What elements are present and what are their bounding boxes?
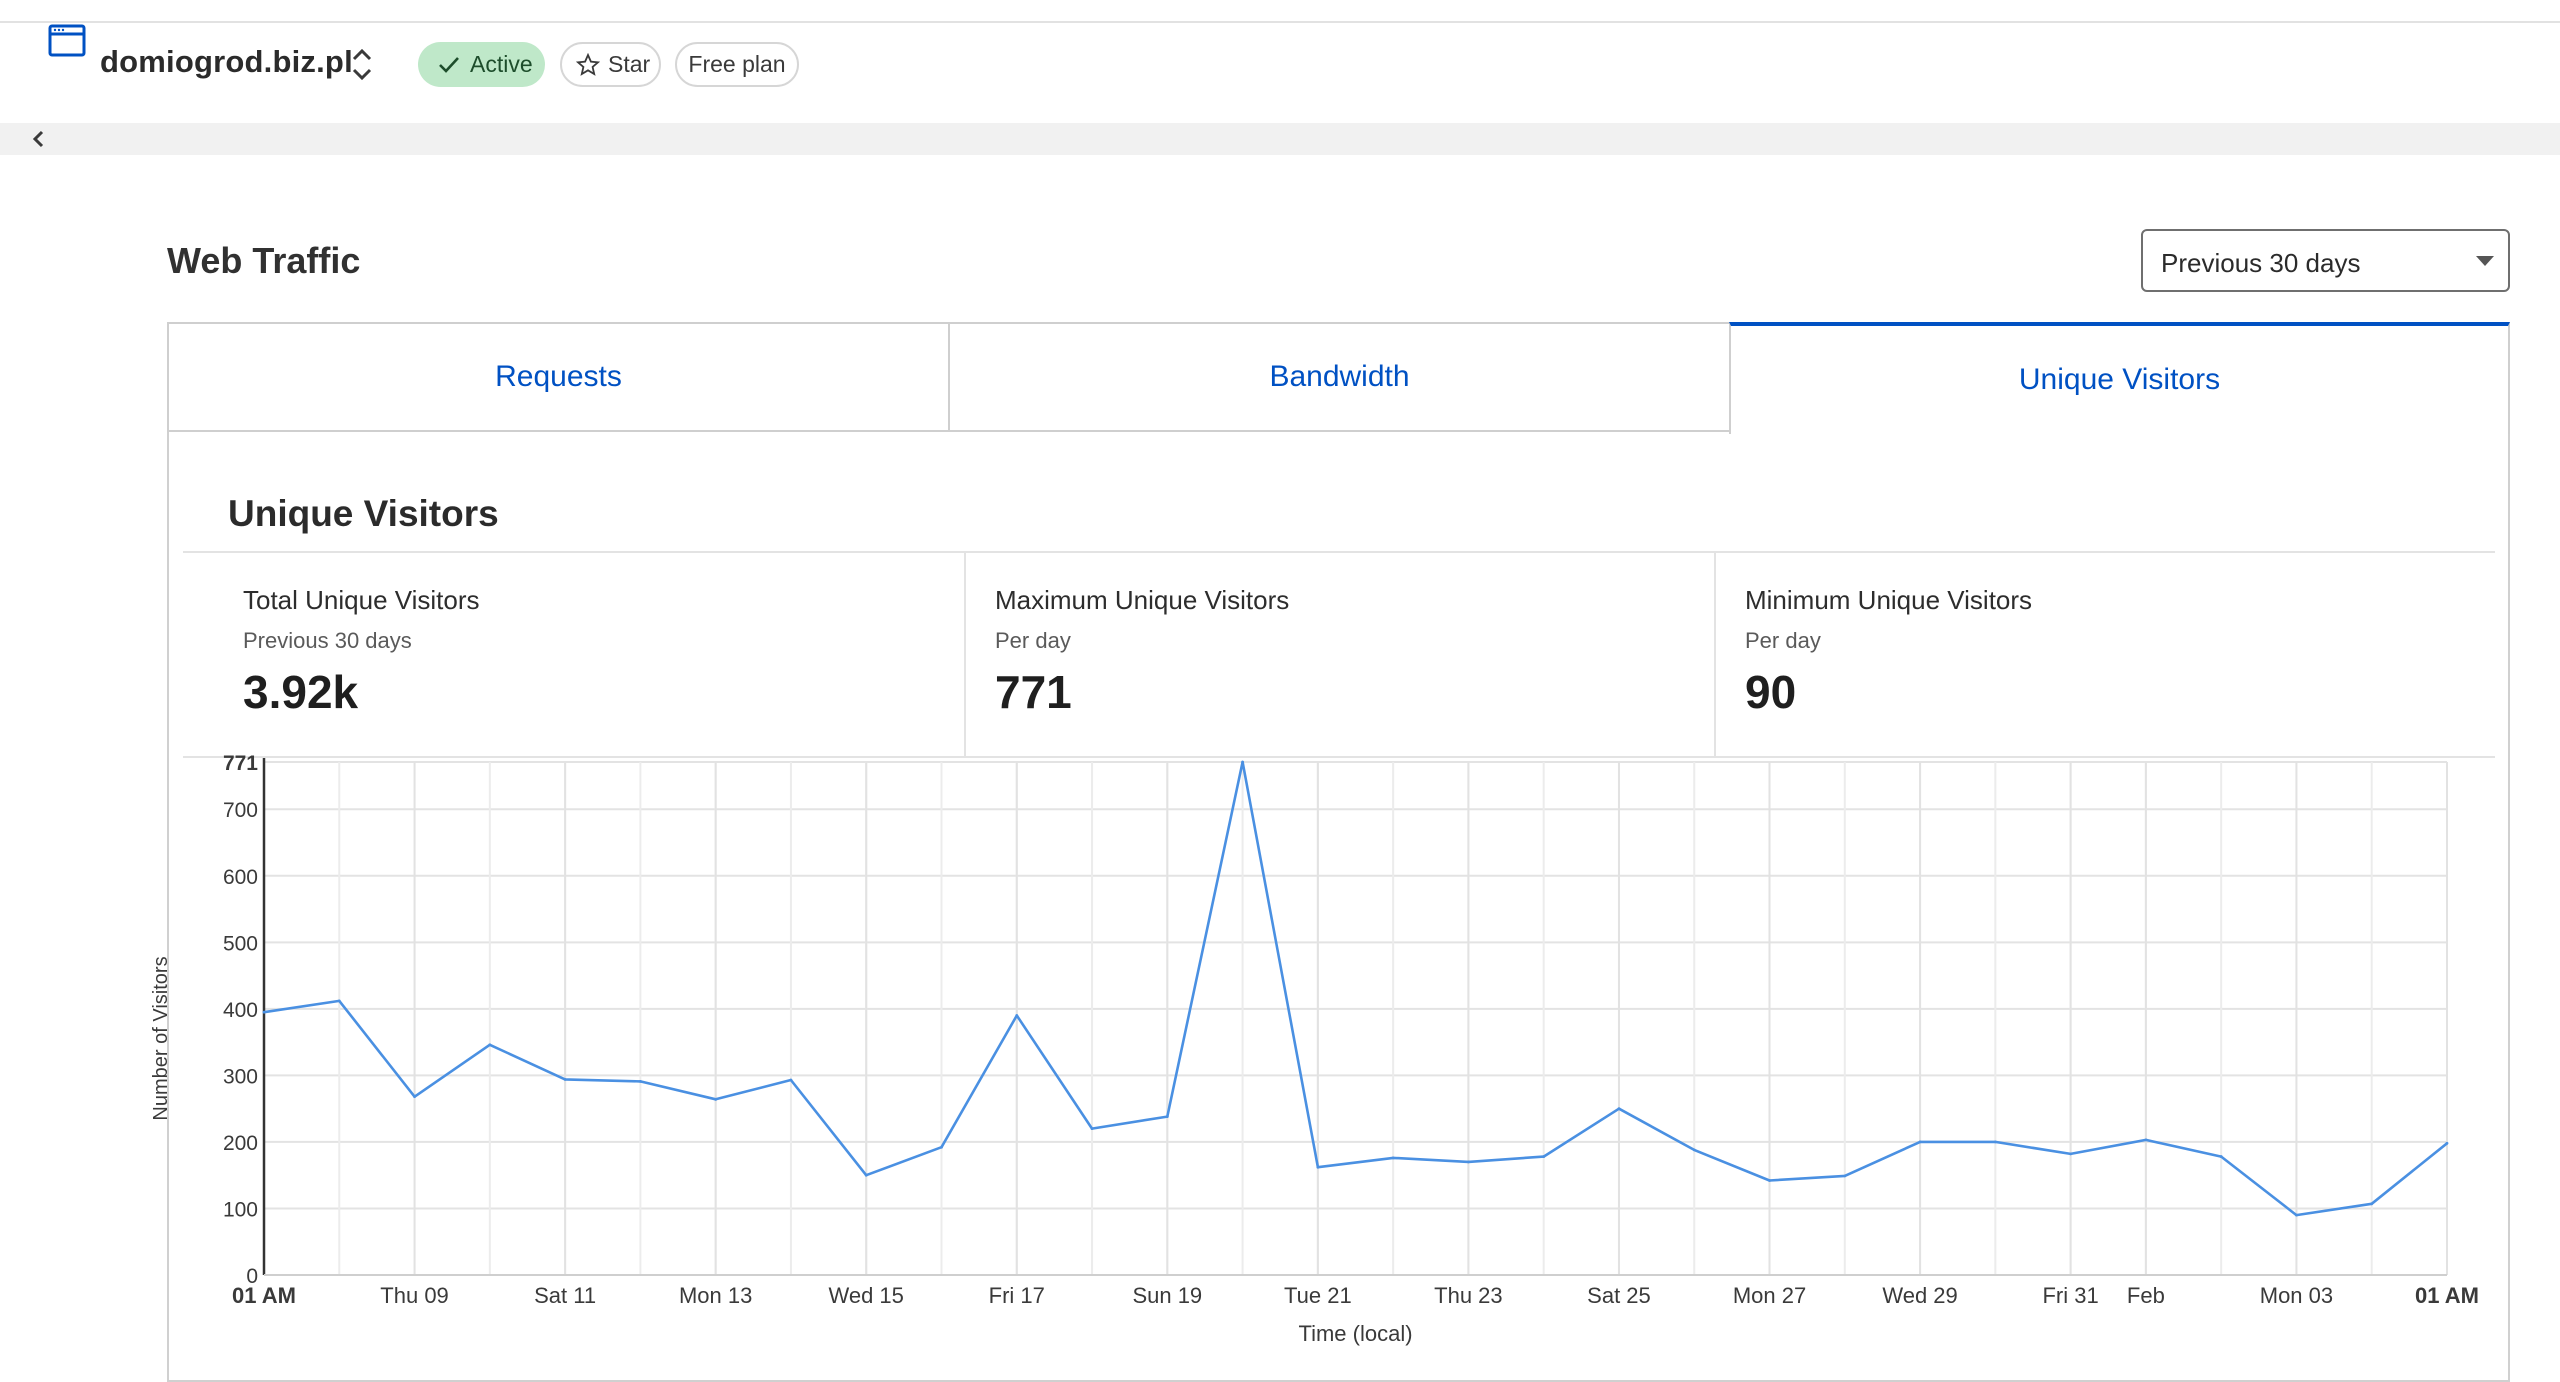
chevron-left-icon[interactable] bbox=[28, 126, 50, 152]
y-tick-label: 300 bbox=[223, 1065, 258, 1088]
y-axis-title: Number of Visitors bbox=[150, 956, 172, 1120]
y-tick-label: 100 bbox=[223, 1198, 258, 1221]
x-tick-label: Mon 13 bbox=[679, 1283, 752, 1308]
stat-value: 90 bbox=[1745, 666, 1797, 718]
website-icon bbox=[48, 24, 86, 57]
stat-sublabel: Per day bbox=[995, 628, 1071, 653]
series-line bbox=[263, 760, 2448, 1217]
y-tick-label: 771 bbox=[223, 752, 258, 775]
data-point bbox=[488, 1043, 492, 1047]
data-point bbox=[638, 1079, 642, 1083]
stat-value: 771 bbox=[995, 666, 1072, 718]
time-range-select[interactable]: Previous 30 days bbox=[2141, 229, 2510, 292]
x-tick-label: Mon 03 bbox=[2260, 1283, 2333, 1308]
data-point bbox=[1918, 1140, 1922, 1144]
x-tick-label: Thu 23 bbox=[1434, 1283, 1503, 1308]
plan-badge[interactable]: Free plan bbox=[675, 42, 799, 87]
data-point bbox=[940, 1145, 943, 1149]
data-point bbox=[2295, 1213, 2298, 1217]
x-axis-title: Time (local) bbox=[1298, 1321, 1412, 1346]
status-badge: Active bbox=[418, 42, 545, 87]
x-tick-label: Fri 17 bbox=[989, 1283, 1045, 1308]
data-point bbox=[1316, 1165, 1320, 1169]
stat-label: Total Unique Visitors bbox=[243, 585, 480, 615]
tab-requests[interactable]: Requests bbox=[167, 322, 950, 432]
data-point bbox=[1993, 1140, 1997, 1144]
stat-total-unique-visitors: Total Unique Visitors Previous 30 days 3… bbox=[183, 553, 964, 757]
stat-value: 3.92k bbox=[243, 666, 359, 718]
x-tick-label: Wed 29 bbox=[1882, 1283, 1957, 1308]
data-point bbox=[413, 1095, 416, 1099]
data-point bbox=[563, 1077, 567, 1081]
unique-visitors-chart: 0 100 200 300 400 500 600 700 771 01 AM Thu 09 Sat … bbox=[150, 752, 2479, 1346]
x-tick-label: Tue 21 bbox=[1284, 1283, 1352, 1308]
stat-minimum-unique-visitors: Minimum Unique Visitors Per day 90 bbox=[1714, 553, 2495, 757]
stat-maximum-unique-visitors: Maximum Unique Visitors Per day 771 bbox=[964, 553, 1714, 757]
y-tick-label: 0 bbox=[246, 1265, 258, 1288]
x-tick-label: Fri 31 bbox=[2042, 1283, 2098, 1308]
stat-sublabel: Per day bbox=[1745, 628, 1821, 653]
data-point bbox=[1617, 1107, 1621, 1111]
x-tick-label: Sat 11 bbox=[534, 1283, 596, 1308]
x-tick-label: Sun 19 bbox=[1132, 1283, 1202, 1308]
data-point bbox=[262, 1010, 266, 1014]
y-tick-label: 500 bbox=[223, 932, 258, 955]
data-point bbox=[1391, 1156, 1395, 1160]
y-tick-label: 200 bbox=[223, 1132, 258, 1155]
data-point bbox=[1542, 1155, 1546, 1158]
star-icon bbox=[576, 52, 600, 76]
x-tick-label: Sat 25 bbox=[1587, 1283, 1651, 1308]
stat-label: Minimum Unique Visitors bbox=[1745, 585, 2033, 615]
chevron-up-down-icon[interactable] bbox=[345, 44, 379, 86]
check-icon bbox=[439, 56, 459, 73]
data-point bbox=[1843, 1174, 1847, 1178]
star-button[interactable]: Star bbox=[560, 42, 661, 87]
data-point bbox=[1015, 1014, 1019, 1017]
panel-title: Unique Visitors bbox=[228, 493, 499, 534]
y-tick-label: 400 bbox=[223, 999, 258, 1022]
data-point bbox=[1768, 1179, 1771, 1182]
data-point bbox=[2219, 1155, 2223, 1158]
star-label: Star bbox=[608, 51, 651, 77]
stat-sublabel: Previous 30 days bbox=[243, 628, 412, 653]
x-tick-label: 01 AM bbox=[2415, 1283, 2479, 1308]
data-point bbox=[2144, 1138, 2148, 1142]
status-label: Active bbox=[470, 51, 533, 77]
x-tick-label: Thu 09 bbox=[380, 1283, 449, 1308]
x-tick-label: 01 AM bbox=[232, 1283, 296, 1308]
data-point bbox=[1692, 1148, 1696, 1152]
data-point bbox=[2069, 1152, 2073, 1156]
data-point bbox=[714, 1097, 718, 1101]
top-border bbox=[0, 0, 2560, 23]
data-point bbox=[1165, 1115, 1169, 1119]
x-tick-label: Feb bbox=[2127, 1283, 2165, 1308]
data-point bbox=[1467, 1160, 1470, 1164]
data-point bbox=[864, 1173, 868, 1177]
collapse-bar bbox=[0, 123, 2560, 155]
page-title: Web Traffic bbox=[167, 240, 361, 281]
y-tick-label: 700 bbox=[223, 799, 258, 822]
tab-unique-visitors[interactable]: Unique Visitors bbox=[1729, 322, 2510, 434]
data-point bbox=[2370, 1202, 2374, 1206]
data-point bbox=[789, 1078, 793, 1082]
zone-name: domiogrod.biz.pl bbox=[100, 44, 353, 79]
divider bbox=[183, 551, 2495, 553]
y-tick-label: 600 bbox=[223, 866, 258, 889]
data-point bbox=[1090, 1127, 1094, 1131]
time-range-value: Previous 30 days bbox=[2161, 248, 2361, 278]
divider bbox=[183, 756, 2495, 758]
caret-down-icon bbox=[2476, 256, 2494, 266]
data-point bbox=[1241, 760, 1244, 764]
x-tick-label: Wed 15 bbox=[828, 1283, 903, 1308]
x-tick-label: Mon 27 bbox=[1733, 1283, 1806, 1308]
stat-label: Maximum Unique Visitors bbox=[995, 585, 1290, 615]
tab-bandwidth[interactable]: Bandwidth bbox=[948, 322, 1731, 432]
data-point bbox=[337, 999, 341, 1003]
data-point bbox=[2445, 1141, 2449, 1145]
